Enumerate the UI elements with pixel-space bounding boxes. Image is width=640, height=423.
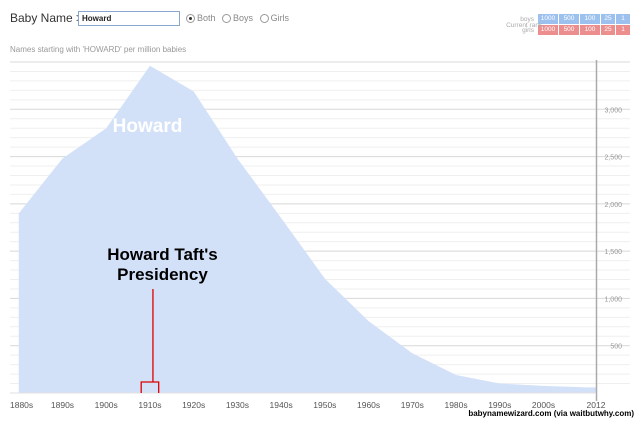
x-tick-label: 1940s xyxy=(270,400,293,410)
gender-option-label: Boys xyxy=(233,13,254,23)
x-tick-label: 1990s xyxy=(488,400,511,410)
y-tick-label: 1,500 xyxy=(604,249,622,256)
annotation-line: Howard Taft's xyxy=(107,245,218,264)
series-area-howard xyxy=(18,65,596,393)
radio-unchecked-icon[interactable] xyxy=(222,13,232,23)
radio-checked-icon[interactable] xyxy=(186,13,195,23)
rank-cell-boys-1000[interactable]: 1000 xyxy=(538,14,558,24)
annotation-text: Howard Taft's Presidency xyxy=(70,245,255,285)
rank-cell-girls-500[interactable]: 500 xyxy=(559,25,579,35)
gender-option-boys[interactable]: Boys xyxy=(222,13,253,23)
rank-cell-boys-25[interactable]: 25 xyxy=(601,14,615,24)
gender-option-both[interactable]: Both xyxy=(186,13,216,23)
y-tick-label: 2,000 xyxy=(604,202,622,209)
rank-cell-girls-1000[interactable]: 1000 xyxy=(538,25,558,35)
x-tick-label: 1970s xyxy=(401,400,424,410)
x-tick-label: 1980s xyxy=(444,400,467,410)
current-rank-label: Current rank: xyxy=(506,22,544,29)
rank-cell-girls-100[interactable]: 100 xyxy=(580,25,600,35)
y-tick-label: 500 xyxy=(610,344,622,351)
x-tick-label: 1880s xyxy=(10,400,33,410)
name-search-input[interactable] xyxy=(78,11,180,26)
x-tick-label: 1930s xyxy=(226,400,249,410)
rank-row-label: boys xyxy=(520,15,534,23)
name-popularity-chart: 500 1,000 1,500 2,000 2,500 3,000 1880s 1890s 19… xyxy=(0,60,640,423)
rank-cell-boys-100[interactable]: 100 xyxy=(580,14,600,24)
series-name-label: Howard xyxy=(112,116,183,137)
y-tick-label: 2,500 xyxy=(604,155,622,162)
rank-row-label: girls xyxy=(522,26,534,34)
rank-row-boys: boys 1000 500 100 25 1 xyxy=(520,14,630,24)
radio-unchecked-icon[interactable] xyxy=(259,13,269,23)
x-tick-label: 1960s xyxy=(357,400,380,410)
y-tick-label: 1,000 xyxy=(604,296,622,303)
y-tick-label: 3,000 xyxy=(604,107,622,114)
rank-filter-panel: boys 1000 500 100 25 1 girls 1000 500 10… xyxy=(520,14,630,36)
gender-option-girls[interactable]: Girls xyxy=(259,13,290,23)
app-title: Baby Name > xyxy=(10,11,84,25)
rank-cell-girls-25[interactable]: 25 xyxy=(601,25,615,35)
rank-row-girls: girls 1000 500 100 25 1 xyxy=(520,25,630,35)
chart-svg: 500 1,000 1,500 2,000 2,500 3,000 1880s 1890s 19… xyxy=(10,60,630,410)
gender-radio-group: Both Boys Girls xyxy=(186,13,293,25)
credit-text: babynamewizard.com (via waitbutwhy.com) xyxy=(468,409,634,418)
rank-cell-boys-1[interactable]: 1 xyxy=(616,14,630,24)
rank-cell-boys-500[interactable]: 500 xyxy=(559,14,579,24)
annotation-line: Presidency xyxy=(117,265,208,284)
x-tick-label: 1910s xyxy=(138,400,161,410)
gender-option-label: Girls xyxy=(270,13,290,23)
x-tick-label: 1950s xyxy=(313,400,336,410)
rank-cell-girls-1[interactable]: 1 xyxy=(616,25,630,35)
x-tick-label: 2000s xyxy=(532,400,555,410)
x-tick-label: 1900s xyxy=(95,400,118,410)
x-tick-label: 1920s xyxy=(182,400,205,410)
gender-option-label: Both xyxy=(197,13,216,23)
x-tick-label: 1890s xyxy=(51,400,74,410)
chart-subtitle: Names starting with 'HOWARD' per million… xyxy=(10,45,187,54)
top-bar: Baby Name > Both Boys Girls boys 1000 50… xyxy=(0,0,640,40)
annotation-bracket xyxy=(140,381,160,393)
x-tick-label: 2012 xyxy=(587,400,606,410)
